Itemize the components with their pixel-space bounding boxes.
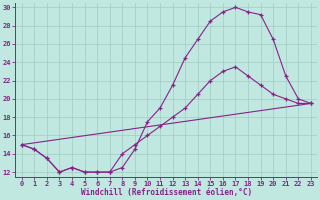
X-axis label: Windchill (Refroidissement éolien,°C): Windchill (Refroidissement éolien,°C) — [81, 188, 252, 197]
